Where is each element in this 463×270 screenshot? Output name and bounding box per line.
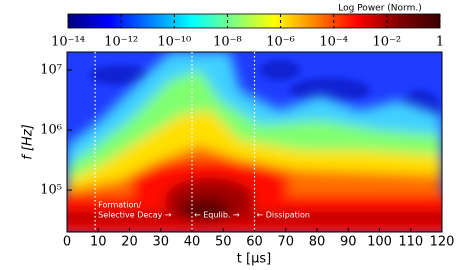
annotation: ← Equlib. → <box>194 211 240 220</box>
annotation: Selective Decay → <box>98 211 172 220</box>
colorbar-label: Log Power (Norm.) <box>338 4 421 14</box>
colorbar-tick-label: 10⁻⁴ <box>319 35 348 50</box>
x-tick-label: 40 <box>184 235 201 250</box>
colorbar <box>67 13 441 29</box>
y-axis-label: f [Hz] <box>21 124 36 159</box>
x-axis-label: t [μs] <box>237 252 271 267</box>
x-tick-label: 30 <box>152 235 169 250</box>
y-tick-label: 10⁵ <box>40 183 62 198</box>
x-tick-label: 120 <box>430 235 455 250</box>
x-tick-label: 50 <box>215 235 232 250</box>
y-tick-label: 10⁶ <box>40 123 62 138</box>
annotation: Formation/ <box>98 201 141 210</box>
colorbar-tick-label: 1 <box>436 35 444 50</box>
x-tick-label: 70 <box>277 235 294 250</box>
x-tick-label: 80 <box>309 235 326 250</box>
colorbar-tick-label: 10⁻¹⁰ <box>157 35 191 50</box>
colorbar-tick-label: 10⁻² <box>373 35 402 50</box>
y-tick-label: 10⁷ <box>40 63 62 78</box>
x-tick-label: 100 <box>367 235 392 250</box>
x-tick-label: 90 <box>340 235 357 250</box>
x-tick-label: 110 <box>398 235 423 250</box>
colorbar-tick-label: 10⁻¹⁴ <box>51 35 85 50</box>
x-tick-label: 20 <box>121 235 138 250</box>
colorbar-tick-label: 10⁻¹² <box>104 35 138 50</box>
x-tick-label: 10 <box>90 235 107 250</box>
colorbar-tick-label: 10⁻⁸ <box>213 35 242 50</box>
x-tick-label: 0 <box>63 235 71 250</box>
x-tick-label: 60 <box>246 235 263 250</box>
colorbar-tick-label: 10⁻⁶ <box>266 35 295 50</box>
annotation: ← Dissipation <box>257 211 311 220</box>
